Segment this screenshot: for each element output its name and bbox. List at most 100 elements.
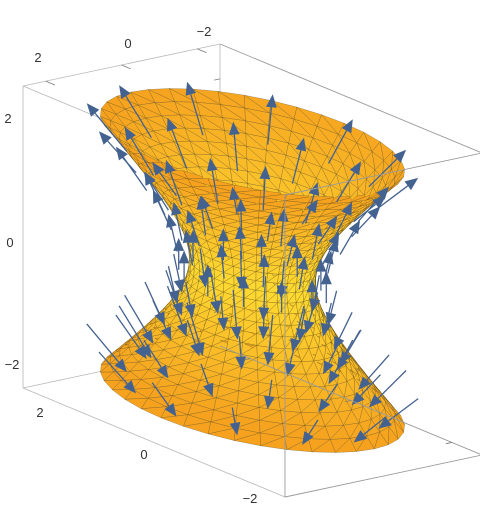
x-tick-mark-0 xyxy=(197,48,207,54)
vector-arrow xyxy=(151,382,177,417)
vector-arrow xyxy=(258,306,270,340)
vector-arrow xyxy=(217,296,229,331)
vector-arrow xyxy=(297,256,309,290)
vector-arrow xyxy=(86,323,127,373)
vector-arrow xyxy=(336,161,362,203)
vector-arrow xyxy=(353,416,387,443)
vector-arrow xyxy=(291,245,303,277)
surface-facet xyxy=(394,420,404,440)
vector-arrow xyxy=(98,351,137,394)
vector-arrow xyxy=(368,149,407,188)
z-tick-label-3: −2 xyxy=(5,357,20,372)
vector-arrow xyxy=(124,294,154,344)
vector-arrow xyxy=(86,103,128,152)
z-tick-label-1: 2 xyxy=(4,111,11,126)
surface-facet xyxy=(391,404,405,425)
vector-arrow xyxy=(276,280,288,313)
vector-arrow xyxy=(182,229,194,266)
vector-arrow xyxy=(216,244,228,279)
axis-ticks xyxy=(45,48,452,445)
vector-arrow xyxy=(152,162,178,197)
vector-arrow xyxy=(184,281,196,318)
vector-arrow xyxy=(186,209,201,247)
box-edge-10 xyxy=(219,43,480,153)
vector-arrow xyxy=(185,81,204,136)
vector-arrow xyxy=(119,85,152,139)
vector-arrow xyxy=(340,330,361,365)
z-tick-mark-0 xyxy=(214,78,221,81)
x-top-tick-label-1: 2 xyxy=(34,50,41,65)
vector-arrow xyxy=(266,94,277,145)
vector-arrow xyxy=(228,121,240,172)
vector-arrow xyxy=(115,314,147,359)
surface-facet xyxy=(394,412,405,434)
x-tick-mark-2 xyxy=(45,80,56,86)
vector-arrow xyxy=(325,290,338,326)
vector-arrow xyxy=(358,354,390,390)
vector-arrow xyxy=(230,289,242,340)
vector-arrow xyxy=(124,126,154,176)
x-tick-mark-1 xyxy=(121,64,131,70)
vector-arrow xyxy=(320,271,332,304)
vector-arrow xyxy=(229,407,241,436)
vector-arrow xyxy=(317,215,338,245)
vector-arrow xyxy=(178,250,190,283)
vector-arrow xyxy=(171,201,183,241)
vector-arrow xyxy=(291,137,307,184)
vector-arrow xyxy=(200,195,214,229)
vector-arrow xyxy=(311,223,323,260)
vector-arrow xyxy=(167,117,188,169)
x-top-tick-label-3: −2 xyxy=(197,24,212,39)
vector-arrow xyxy=(167,266,180,304)
vector-arrow xyxy=(302,419,319,445)
vector-arrow xyxy=(315,258,327,291)
vector-arrow xyxy=(351,206,381,238)
vector-arrow xyxy=(202,264,214,296)
box-edge-2 xyxy=(284,454,480,498)
y-bottom-tick-label-3: −2 xyxy=(243,491,258,506)
vector-arrow xyxy=(378,398,419,429)
vector-arrow xyxy=(200,363,214,397)
vector-arrow xyxy=(198,248,210,288)
vector-arrow xyxy=(152,300,172,341)
vector-arrow xyxy=(259,165,271,211)
vector-arrow xyxy=(277,208,289,247)
surface-facet xyxy=(394,168,405,185)
vector-arrow xyxy=(186,319,201,357)
y-bottom-tick-label-2: 0 xyxy=(140,447,147,462)
vector-arrow xyxy=(258,253,270,288)
vector-arrow xyxy=(264,211,276,241)
y-bottom-tick-label-1: 2 xyxy=(36,405,43,420)
vector-arrow xyxy=(143,171,169,211)
vector-arrow xyxy=(152,189,172,231)
y-tick-mark-0 xyxy=(445,442,452,445)
vector-arrow xyxy=(286,234,298,266)
box-edge-1 xyxy=(22,387,286,498)
vector-arrow xyxy=(377,177,419,209)
vector-arrow xyxy=(333,312,353,350)
vector-arrow xyxy=(235,336,247,370)
vector-field xyxy=(86,81,419,445)
z-tick-mark-2 xyxy=(214,310,221,313)
vector-arrow xyxy=(98,131,137,174)
z-tick-mark-1 xyxy=(214,194,221,197)
vector-arrow xyxy=(229,186,240,215)
vector-arrow xyxy=(301,199,318,225)
vector-arrow xyxy=(173,253,185,293)
z-tick-label-2: 0 xyxy=(6,235,13,250)
vector-arrow xyxy=(290,305,305,352)
y-tick-mark-2 xyxy=(244,358,251,361)
surface-facet xyxy=(388,176,404,192)
vector-arrow xyxy=(264,379,275,410)
vector-arrow xyxy=(353,196,386,223)
vector-arrow xyxy=(238,275,249,308)
vector-arrow xyxy=(263,314,275,366)
box-edge-4 xyxy=(284,152,480,196)
vector-arrow xyxy=(368,370,407,408)
vector-arrow xyxy=(306,279,318,312)
vector-arrow xyxy=(143,339,169,379)
vector-arrow xyxy=(333,201,353,240)
vector-arrow xyxy=(327,119,353,164)
vector-arrow xyxy=(234,225,246,260)
